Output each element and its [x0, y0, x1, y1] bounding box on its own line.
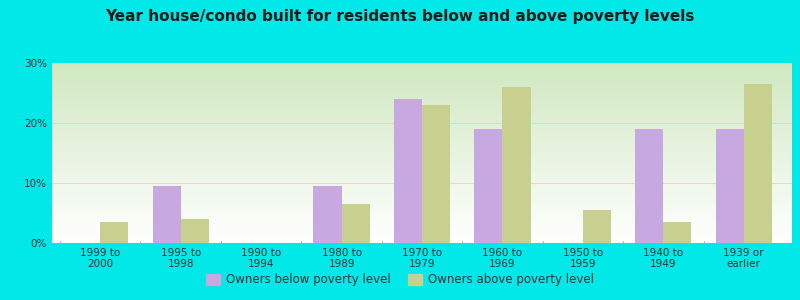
Bar	[635, 129, 663, 243]
Bar	[474, 129, 502, 243]
Bar	[181, 219, 209, 243]
Legend: Owners below poverty level, Owners above poverty level: Owners below poverty level, Owners above…	[201, 269, 599, 291]
Text: Year house/condo built for residents below and above poverty levels: Year house/condo built for residents bel…	[106, 9, 694, 24]
Bar	[314, 186, 342, 243]
Bar	[100, 222, 129, 243]
Bar	[663, 222, 691, 243]
Bar	[502, 87, 530, 243]
Bar	[583, 210, 611, 243]
Bar	[153, 186, 181, 243]
Bar	[394, 99, 422, 243]
Bar	[342, 204, 370, 243]
Bar	[715, 129, 744, 243]
Bar	[744, 84, 772, 243]
Bar	[422, 105, 450, 243]
